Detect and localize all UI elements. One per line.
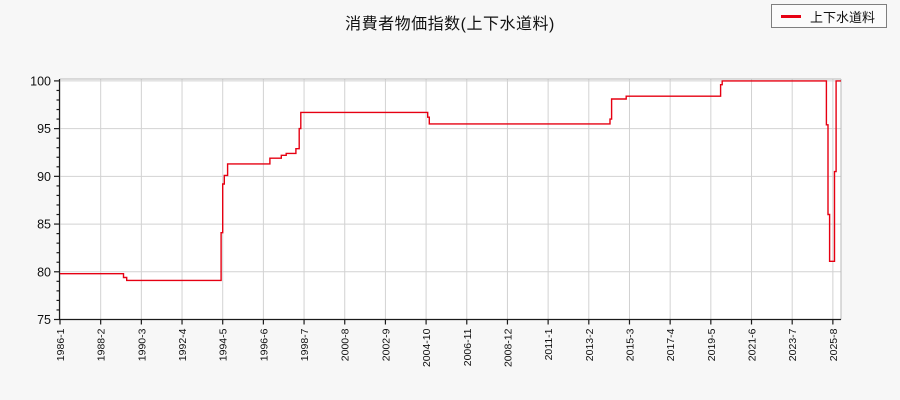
y-tick-label: 75 bbox=[37, 313, 51, 327]
x-tick-label: 1996-6 bbox=[258, 328, 270, 361]
x-tick-label: 1988-2 bbox=[96, 328, 108, 361]
x-tick-label: 1994-5 bbox=[218, 328, 230, 361]
x-tick-label: 2017-4 bbox=[665, 328, 677, 361]
x-tick-label: 2015-3 bbox=[624, 328, 636, 361]
legend-label: 上下水道料 bbox=[809, 9, 875, 25]
y-tick-label: 85 bbox=[37, 218, 51, 232]
x-tick-label: 2006-11 bbox=[462, 328, 474, 366]
x-tick-label: 2021-6 bbox=[747, 328, 759, 361]
x-tick-label: 2008-12 bbox=[502, 328, 514, 367]
x-tick-label: 2023-7 bbox=[787, 328, 799, 361]
series-line bbox=[60, 80, 841, 282]
plot-area bbox=[60, 79, 841, 320]
legend-line-marker bbox=[780, 14, 801, 18]
x-tick-label: 2013-2 bbox=[584, 328, 596, 361]
y-tick-label: 90 bbox=[37, 170, 51, 184]
legend: 上下水道料 bbox=[770, 4, 887, 28]
x-tick-label: 2011-1 bbox=[543, 328, 555, 360]
x-tick-label: 2019-5 bbox=[706, 328, 718, 361]
y-tick-label: 100 bbox=[30, 74, 51, 88]
y-tick-label: 95 bbox=[37, 122, 51, 136]
x-tick-label: 1990-3 bbox=[136, 328, 148, 361]
x-tick-label: 1986-1 bbox=[55, 328, 67, 361]
x-tick-label: 1998-7 bbox=[299, 328, 311, 361]
x-tick-label: 2025-8 bbox=[828, 328, 840, 361]
y-tick-label: 80 bbox=[37, 265, 51, 279]
x-tick-label: 2002-9 bbox=[380, 328, 392, 361]
chart-title: 消費者物価指数(上下水道料) bbox=[345, 16, 555, 33]
x-tick-label: 2000-8 bbox=[340, 328, 352, 361]
x-tick-label: 1992-4 bbox=[177, 328, 189, 361]
x-tick-label: 2004-10 bbox=[421, 328, 433, 367]
